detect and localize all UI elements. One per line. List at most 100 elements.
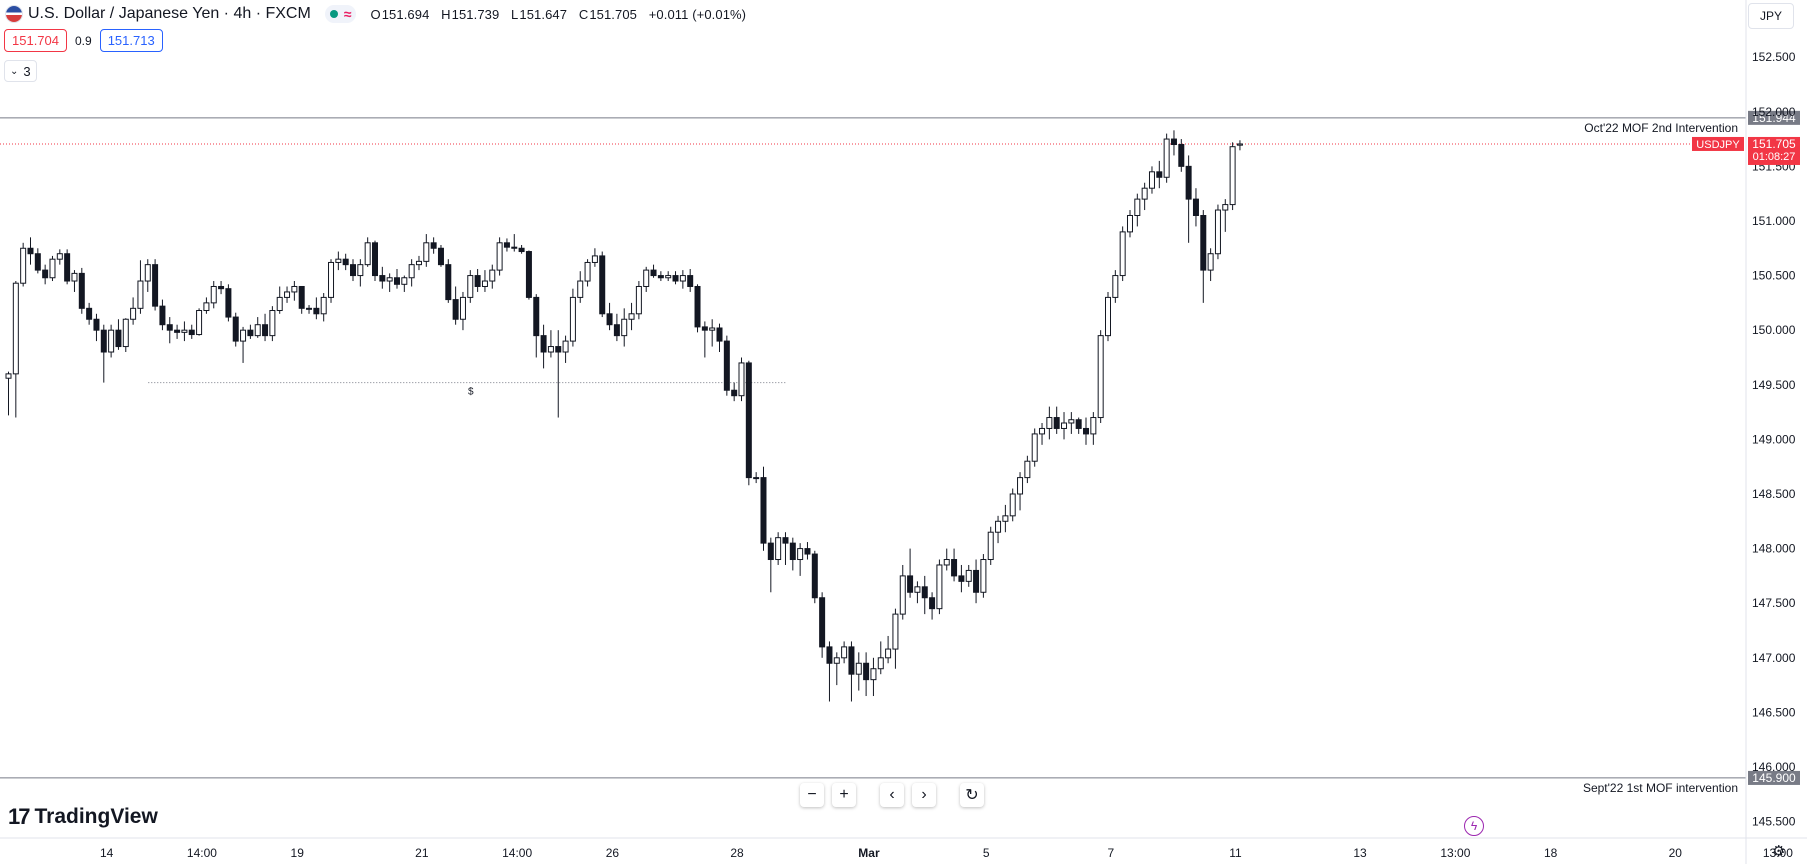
candle-body	[833, 657, 840, 664]
tradingview-mark-icon: 17	[8, 804, 31, 829]
zoom-in-icon[interactable]: +	[832, 783, 856, 807]
candle-body	[291, 285, 298, 293]
x-tick-label: 18	[1544, 846, 1558, 860]
x-tick-label: 28	[730, 846, 744, 860]
x-tick-label: 26	[606, 846, 620, 860]
tradingview-logo[interactable]: 17 TradingView	[8, 804, 158, 830]
candle-body	[577, 280, 584, 298]
candle-body	[1163, 138, 1170, 178]
candle-body	[995, 520, 1002, 533]
candle-body	[269, 310, 276, 337]
trade-buttons: 151.704 0.9 151.713	[4, 29, 163, 52]
x-tick-label: 5	[983, 846, 990, 860]
candle-body	[1156, 171, 1163, 178]
y-tick-label: 148.000	[1752, 542, 1796, 556]
candle-body	[584, 261, 591, 282]
candle-body	[841, 646, 848, 659]
x-tick-label: 13	[1353, 846, 1367, 860]
candle-body	[1039, 427, 1046, 435]
candle-body	[437, 247, 444, 266]
candle-body	[965, 569, 972, 582]
candle-body	[951, 559, 958, 577]
marker-text: $	[468, 387, 474, 398]
y-tick-label: 152.500	[1752, 50, 1796, 64]
logo-text: TradingView	[34, 805, 158, 828]
candle-body	[350, 264, 357, 277]
candle-body	[606, 313, 613, 326]
candle-body	[12, 282, 19, 375]
countdown-label: 01:08:27	[1753, 151, 1796, 163]
candle-body	[152, 264, 159, 307]
candle-body	[342, 258, 349, 266]
level-price-box	[1748, 110, 1800, 125]
indicators-toggle[interactable]: ⌄ 3	[4, 60, 37, 82]
currency-button[interactable]: JPY	[1748, 3, 1794, 29]
candle-body	[782, 537, 789, 544]
candle-body	[760, 477, 767, 544]
market-status[interactable]: ≈	[324, 5, 357, 23]
candle-body	[525, 251, 532, 298]
candle-body	[415, 260, 422, 266]
candle-body	[196, 310, 203, 336]
symbol-label: USDJPY	[1696, 139, 1740, 151]
gear-icon[interactable]: ⚙	[1772, 843, 1786, 860]
candle-body	[372, 242, 378, 277]
candle-body	[335, 258, 342, 263]
candle-body	[687, 275, 694, 287]
y-tick-label: 146.000	[1752, 760, 1796, 774]
candle-body	[445, 264, 452, 301]
candle-body	[657, 275, 664, 279]
sell-button[interactable]: 151.704	[4, 29, 67, 52]
candle-body	[621, 318, 628, 337]
y-tick-label: 149.500	[1752, 378, 1796, 392]
chart-header: U.S. Dollar / Japanese Yen · 4h · FXCM ≈…	[0, 0, 754, 28]
candle-body	[885, 648, 892, 659]
candle-body	[86, 307, 93, 320]
candle-body	[364, 242, 371, 266]
candle-body	[804, 548, 811, 555]
x-tick-label: 13:00	[1440, 846, 1470, 860]
candle-body	[1097, 335, 1104, 419]
low-label: L	[511, 6, 519, 22]
candle-body	[1192, 198, 1199, 217]
symbol-title[interactable]: U.S. Dollar / Japanese Yen · 4h · FXCM	[28, 5, 311, 22]
reset-icon[interactable]: ↻	[960, 783, 984, 807]
candle-body	[709, 327, 716, 331]
scroll-left-icon[interactable]: ‹	[880, 783, 904, 807]
candle-body	[298, 285, 305, 309]
candle-body	[174, 329, 181, 333]
x-tick-label: 13:00	[1763, 846, 1793, 860]
buy-button[interactable]: 151.713	[99, 29, 163, 52]
y-tick-label: 150.000	[1752, 323, 1796, 337]
x-tick-label: 7	[1108, 846, 1115, 860]
candle-body	[870, 668, 877, 681]
candle-body	[1002, 515, 1009, 522]
candle-body	[1126, 215, 1133, 233]
x-tick-label: 20	[1669, 846, 1683, 860]
scroll-right-icon[interactable]: ›	[912, 783, 936, 807]
delay-wave-icon: ≈	[343, 6, 352, 22]
lightning-icon[interactable]: ϟ	[1464, 816, 1484, 836]
candle-body	[1185, 165, 1192, 200]
candle-body	[503, 242, 510, 248]
candle-body	[1200, 215, 1207, 271]
candle-body	[665, 275, 672, 279]
candle-body	[108, 329, 115, 353]
candle-body	[218, 285, 225, 290]
candle-body	[1236, 143, 1243, 146]
candle-body	[1061, 422, 1068, 429]
x-tick-label: 11	[1229, 846, 1242, 860]
candle-body	[877, 657, 884, 670]
chart-controls: − + ‹ › ↻	[800, 783, 984, 807]
zoom-out-icon[interactable]: −	[800, 783, 824, 807]
candle-body	[797, 548, 804, 561]
candle-body	[210, 285, 217, 304]
open-value: 151.694	[381, 6, 430, 22]
candle-body	[1075, 419, 1082, 429]
x-tick-label: 14:00	[502, 846, 532, 860]
candle-body	[973, 569, 980, 593]
candle-body	[958, 575, 965, 582]
candle-body	[64, 253, 71, 282]
candle-body	[27, 247, 34, 255]
